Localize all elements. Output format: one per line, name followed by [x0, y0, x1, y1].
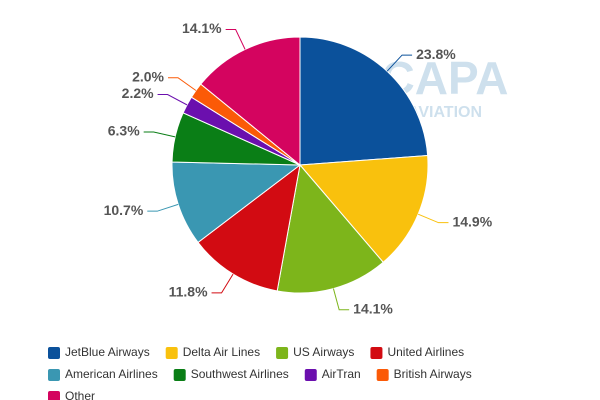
data-label: 14.1%: [182, 20, 222, 36]
legend-label: Other: [65, 389, 95, 400]
leader-line: [417, 213, 449, 224]
legend-swatch: [376, 369, 389, 381]
legend-label: AirTran: [322, 367, 361, 381]
legend-swatch: [165, 347, 178, 359]
pie-slice: [171, 161, 302, 244]
pie-slice: [197, 163, 301, 292]
legend-label: United Airlines: [387, 345, 464, 359]
data-label: 2.2%: [122, 85, 154, 101]
leader-line: [332, 288, 350, 311]
legend-label: Southwest Airlines: [191, 367, 289, 381]
data-label: 23.8%: [416, 46, 456, 62]
data-label: 14.9%: [452, 213, 492, 229]
leader-line: [386, 54, 413, 72]
pie-slice: [298, 155, 429, 263]
leader-line: [168, 77, 197, 91]
watermark: AVIATION: [408, 104, 482, 121]
legend-swatch: [276, 347, 289, 359]
leader-line: [211, 273, 234, 294]
leader-line: [157, 94, 188, 106]
legend-label: British Airways: [394, 367, 472, 381]
legend-swatch: [370, 347, 383, 359]
pie-slice: [200, 36, 301, 167]
legend-label: JetBlue Airways: [65, 345, 150, 359]
data-label: 6.3%: [108, 123, 140, 139]
data-label: 11.8%: [169, 284, 208, 300]
legend-swatch: [304, 369, 317, 381]
leader-line: [225, 29, 246, 50]
leader-line: [147, 203, 179, 212]
data-label: 14.1%: [353, 301, 393, 317]
leader-line: [143, 131, 176, 138]
pie-slice: [276, 163, 384, 294]
legend-label: American Airlines: [65, 367, 158, 381]
legend-swatch: [48, 347, 60, 359]
legend-label: Delta Air Lines: [183, 345, 260, 359]
data-label: 10.7%: [104, 202, 144, 218]
data-label: 2.0%: [132, 68, 164, 84]
pie-slice: [299, 36, 429, 166]
legend-swatch: [48, 369, 60, 381]
legend-label: US Airways: [293, 345, 354, 359]
legend-swatch: [173, 369, 186, 381]
legend-swatch: [48, 391, 60, 400]
